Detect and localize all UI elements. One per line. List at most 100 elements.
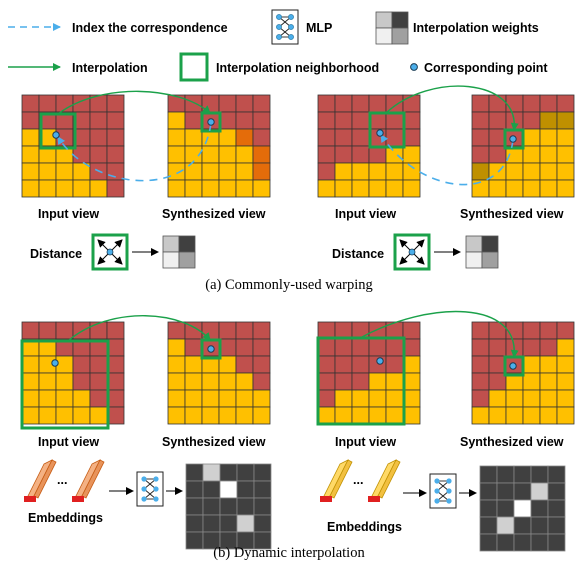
weight-cell <box>219 497 238 516</box>
grid-cell <box>522 389 541 408</box>
grid-cell <box>556 338 575 357</box>
grid-cell <box>522 145 541 164</box>
grid-cell <box>556 111 575 130</box>
grid-cell <box>38 94 57 113</box>
legend: Index the correspondence MLP Interpolati… <box>8 9 548 82</box>
weight-cell <box>185 463 204 482</box>
corresponding-point <box>509 135 517 143</box>
grid-cell <box>351 145 370 164</box>
grid-cell <box>252 111 271 130</box>
grid-cell <box>522 372 541 391</box>
grid-cell <box>184 162 203 181</box>
grid-cell <box>471 389 490 408</box>
synthesized-view-label: Synthesized view <box>162 207 266 221</box>
grid-cell <box>556 162 575 181</box>
grid-cell <box>317 406 336 425</box>
weight-cell <box>513 482 532 501</box>
grid-cell <box>89 406 108 425</box>
grid-cell <box>21 145 40 164</box>
grid-cell <box>252 321 271 340</box>
grid-cell <box>471 94 490 113</box>
weight-cell <box>496 465 515 484</box>
interpolation-weight-grid <box>185 463 272 550</box>
interpolation-weights-icon <box>375 11 409 45</box>
grid-cell <box>55 372 74 391</box>
grid-cell <box>488 321 507 340</box>
grid-cell <box>21 111 40 130</box>
grid-cell <box>368 162 387 181</box>
grid-cell <box>72 372 91 391</box>
weight-cell <box>530 499 549 518</box>
grid-cell <box>539 355 558 374</box>
grid-cell <box>252 145 271 164</box>
grid-cell <box>106 389 125 408</box>
grid-cell <box>539 321 558 340</box>
grid-cell <box>235 94 254 113</box>
grid-cell <box>235 179 254 198</box>
grid-cell <box>368 372 387 391</box>
weight-cell <box>479 482 498 501</box>
grid-cell <box>556 94 575 113</box>
grid-cell <box>539 406 558 425</box>
weight-cell <box>530 516 549 535</box>
grid-cell <box>55 355 74 374</box>
input-view-grid <box>317 94 421 198</box>
weight-cell <box>513 499 532 518</box>
grid-cell <box>218 372 237 391</box>
legend-interpolation-label: Interpolation <box>72 61 148 75</box>
grid-cell <box>402 128 421 147</box>
grid-cell <box>488 179 507 198</box>
grid-cell <box>235 145 254 164</box>
grid-cell <box>21 372 40 391</box>
grid-cell <box>317 128 336 147</box>
corresponding-point <box>376 129 384 137</box>
grid-cell <box>38 162 57 181</box>
grid-cell <box>72 389 91 408</box>
legend-mlp-label: MLP <box>306 21 332 35</box>
grid-cell <box>556 179 575 198</box>
grid-cell <box>184 94 203 113</box>
grid-cell <box>201 406 220 425</box>
grid-cell <box>471 338 490 357</box>
grid-cell <box>505 389 524 408</box>
weight-cell <box>530 482 549 501</box>
grid-cell <box>385 128 404 147</box>
grid-cell <box>89 179 108 198</box>
grid-cell <box>522 355 541 374</box>
weight-cell <box>202 497 221 516</box>
grid-cell <box>184 128 203 147</box>
grid-cell <box>488 145 507 164</box>
grid-cell <box>201 162 220 181</box>
input-view-grid <box>21 94 125 198</box>
interpolation-arrow <box>359 310 519 358</box>
grid-cell <box>539 94 558 113</box>
embedding-ellipsis: ... <box>57 473 67 487</box>
grid-cell <box>218 94 237 113</box>
weight-cell <box>253 480 272 499</box>
grid-cell <box>334 111 353 130</box>
mlp-icon <box>136 471 164 507</box>
grid-cell <box>252 372 271 391</box>
grid-cell <box>385 389 404 408</box>
grid-cell <box>201 372 220 391</box>
weight-cell <box>530 533 549 552</box>
grid-cell <box>72 406 91 425</box>
grid-cell <box>218 111 237 130</box>
grid-cell <box>488 338 507 357</box>
grid-cell <box>488 389 507 408</box>
weight-cell <box>547 516 566 535</box>
weight-cell <box>479 465 498 484</box>
grid-cell <box>167 321 186 340</box>
grid-cell <box>368 406 387 425</box>
grid-cell <box>471 355 490 374</box>
embedding-ellipsis: ... <box>353 473 363 487</box>
grid-cell <box>201 179 220 198</box>
interpolation-neighborhood <box>200 111 222 133</box>
grid-cell <box>351 338 370 357</box>
synthesized-view-label: Synthesized view <box>460 207 564 221</box>
grid-cell <box>317 94 336 113</box>
grid-cell <box>38 389 57 408</box>
weight-cell <box>547 533 566 552</box>
grid-cell <box>38 406 57 425</box>
synthesized-view-grid <box>471 321 575 425</box>
